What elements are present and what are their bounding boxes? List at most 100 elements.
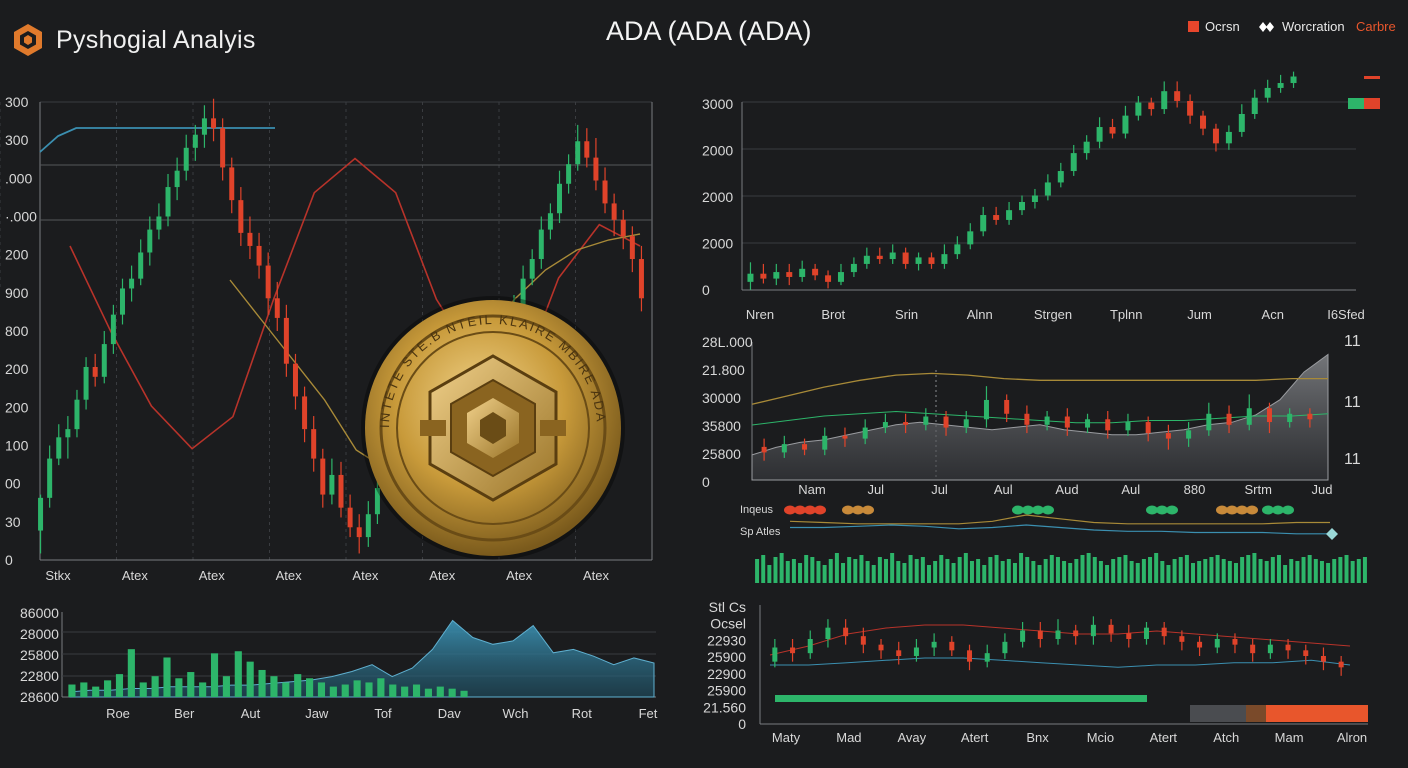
candle [941,254,948,264]
candle [1122,115,1129,134]
candle [822,435,828,450]
candle [611,203,617,220]
candle [1238,114,1245,132]
volume-bar [767,565,772,583]
y-tick-label: Stl Cs [709,599,746,615]
x-tick-label: Dav [438,706,462,721]
volume-bar [1301,557,1306,583]
candle [984,653,990,662]
x-tick-label: Mam [1275,730,1304,745]
volume-bar [1197,561,1202,583]
candle [1250,644,1256,654]
volume-bar [1313,559,1318,583]
candle [584,141,590,158]
volume-bar [1319,561,1324,583]
candle [882,422,888,428]
candle [201,118,207,135]
volume-bar [926,565,931,583]
volume-bar [317,682,326,697]
candle [338,474,344,508]
candle [993,215,1000,220]
y-tick-label: 2000 [702,143,733,159]
y-tick-label: 28L.000 [702,334,753,350]
candle [876,255,883,260]
candle [781,444,787,453]
candle [129,278,135,289]
indicator-dot [1272,505,1284,515]
volume-bar [234,651,242,697]
volume-bar [871,565,876,583]
candle [156,216,162,230]
candle [1109,127,1116,134]
candle [329,474,335,495]
volume-bar [436,686,444,697]
volume-bar [1246,555,1251,583]
candle [949,641,955,651]
volume-bar [1209,557,1214,583]
candle [110,314,116,345]
legend-item-worcration[interactable]: Worcration [1258,19,1345,34]
indicator-line [790,524,1330,535]
candle [860,636,866,645]
candle [1165,433,1171,439]
volume-bar [1258,559,1263,583]
x-tick-label: Atex [352,568,379,583]
candle [1174,91,1181,101]
candle [1096,127,1103,142]
volume-bar [988,557,993,583]
candle [1303,650,1309,656]
indicator-dot [842,505,854,515]
volume-bar [353,680,361,697]
volume-bar [1086,553,1091,583]
volume-bar [890,553,895,583]
volume-bar [1233,563,1238,583]
x-tick-label: Strgen [1034,307,1072,322]
progress-bar [1266,705,1368,722]
volume-bar [902,563,907,583]
candle [1206,413,1212,431]
x-tick-label: Tof [374,706,392,721]
x-tick-label: Atex [199,568,226,583]
candle [1187,100,1194,116]
marker [1364,98,1380,109]
volume-bar [1227,561,1232,583]
candle [283,317,289,364]
volume-bar [908,555,913,583]
x-tick-label: Atex [122,568,149,583]
candle [1070,153,1077,172]
indicator-label: Sp Atles [740,526,781,538]
indicator-dot [1216,505,1228,515]
candle [347,507,353,528]
y-tick-label: 2000 [702,189,733,205]
candle [1226,413,1232,425]
volume-bar [939,555,944,583]
y-tick-label: 21.560 [703,699,746,715]
candle [1057,171,1064,183]
candle [807,639,813,654]
y-tick-label: ·.000 [5,209,37,225]
volume-bar [199,682,207,697]
candle [1031,195,1038,202]
volume-bar [816,561,821,583]
x-tick-label: Jum [1187,307,1212,322]
y-tick-label: 30 [5,514,21,530]
candle [529,259,535,279]
legend-item-carbre[interactable]: Carbre [1356,19,1396,34]
x-tick-label: Jud [1312,482,1333,497]
candle [1246,408,1252,425]
volume-bar [1283,565,1288,583]
y-tick-label: 900 [5,285,29,301]
candle [889,252,896,260]
legend-label: Worcration [1282,19,1345,34]
x-tick-label: Aul [1121,482,1140,497]
progress-bar [1246,705,1266,722]
volume-bar [877,557,882,583]
candle [1285,644,1291,651]
volume-bar [761,555,766,583]
indicator-dot [804,505,816,515]
volume-bar [779,553,784,583]
x-tick-label: Avay [897,730,926,745]
legend-item-ocrsn[interactable]: Ocrsn [1188,19,1240,34]
volume-bar [1326,563,1331,583]
volume-bar [1037,565,1042,583]
